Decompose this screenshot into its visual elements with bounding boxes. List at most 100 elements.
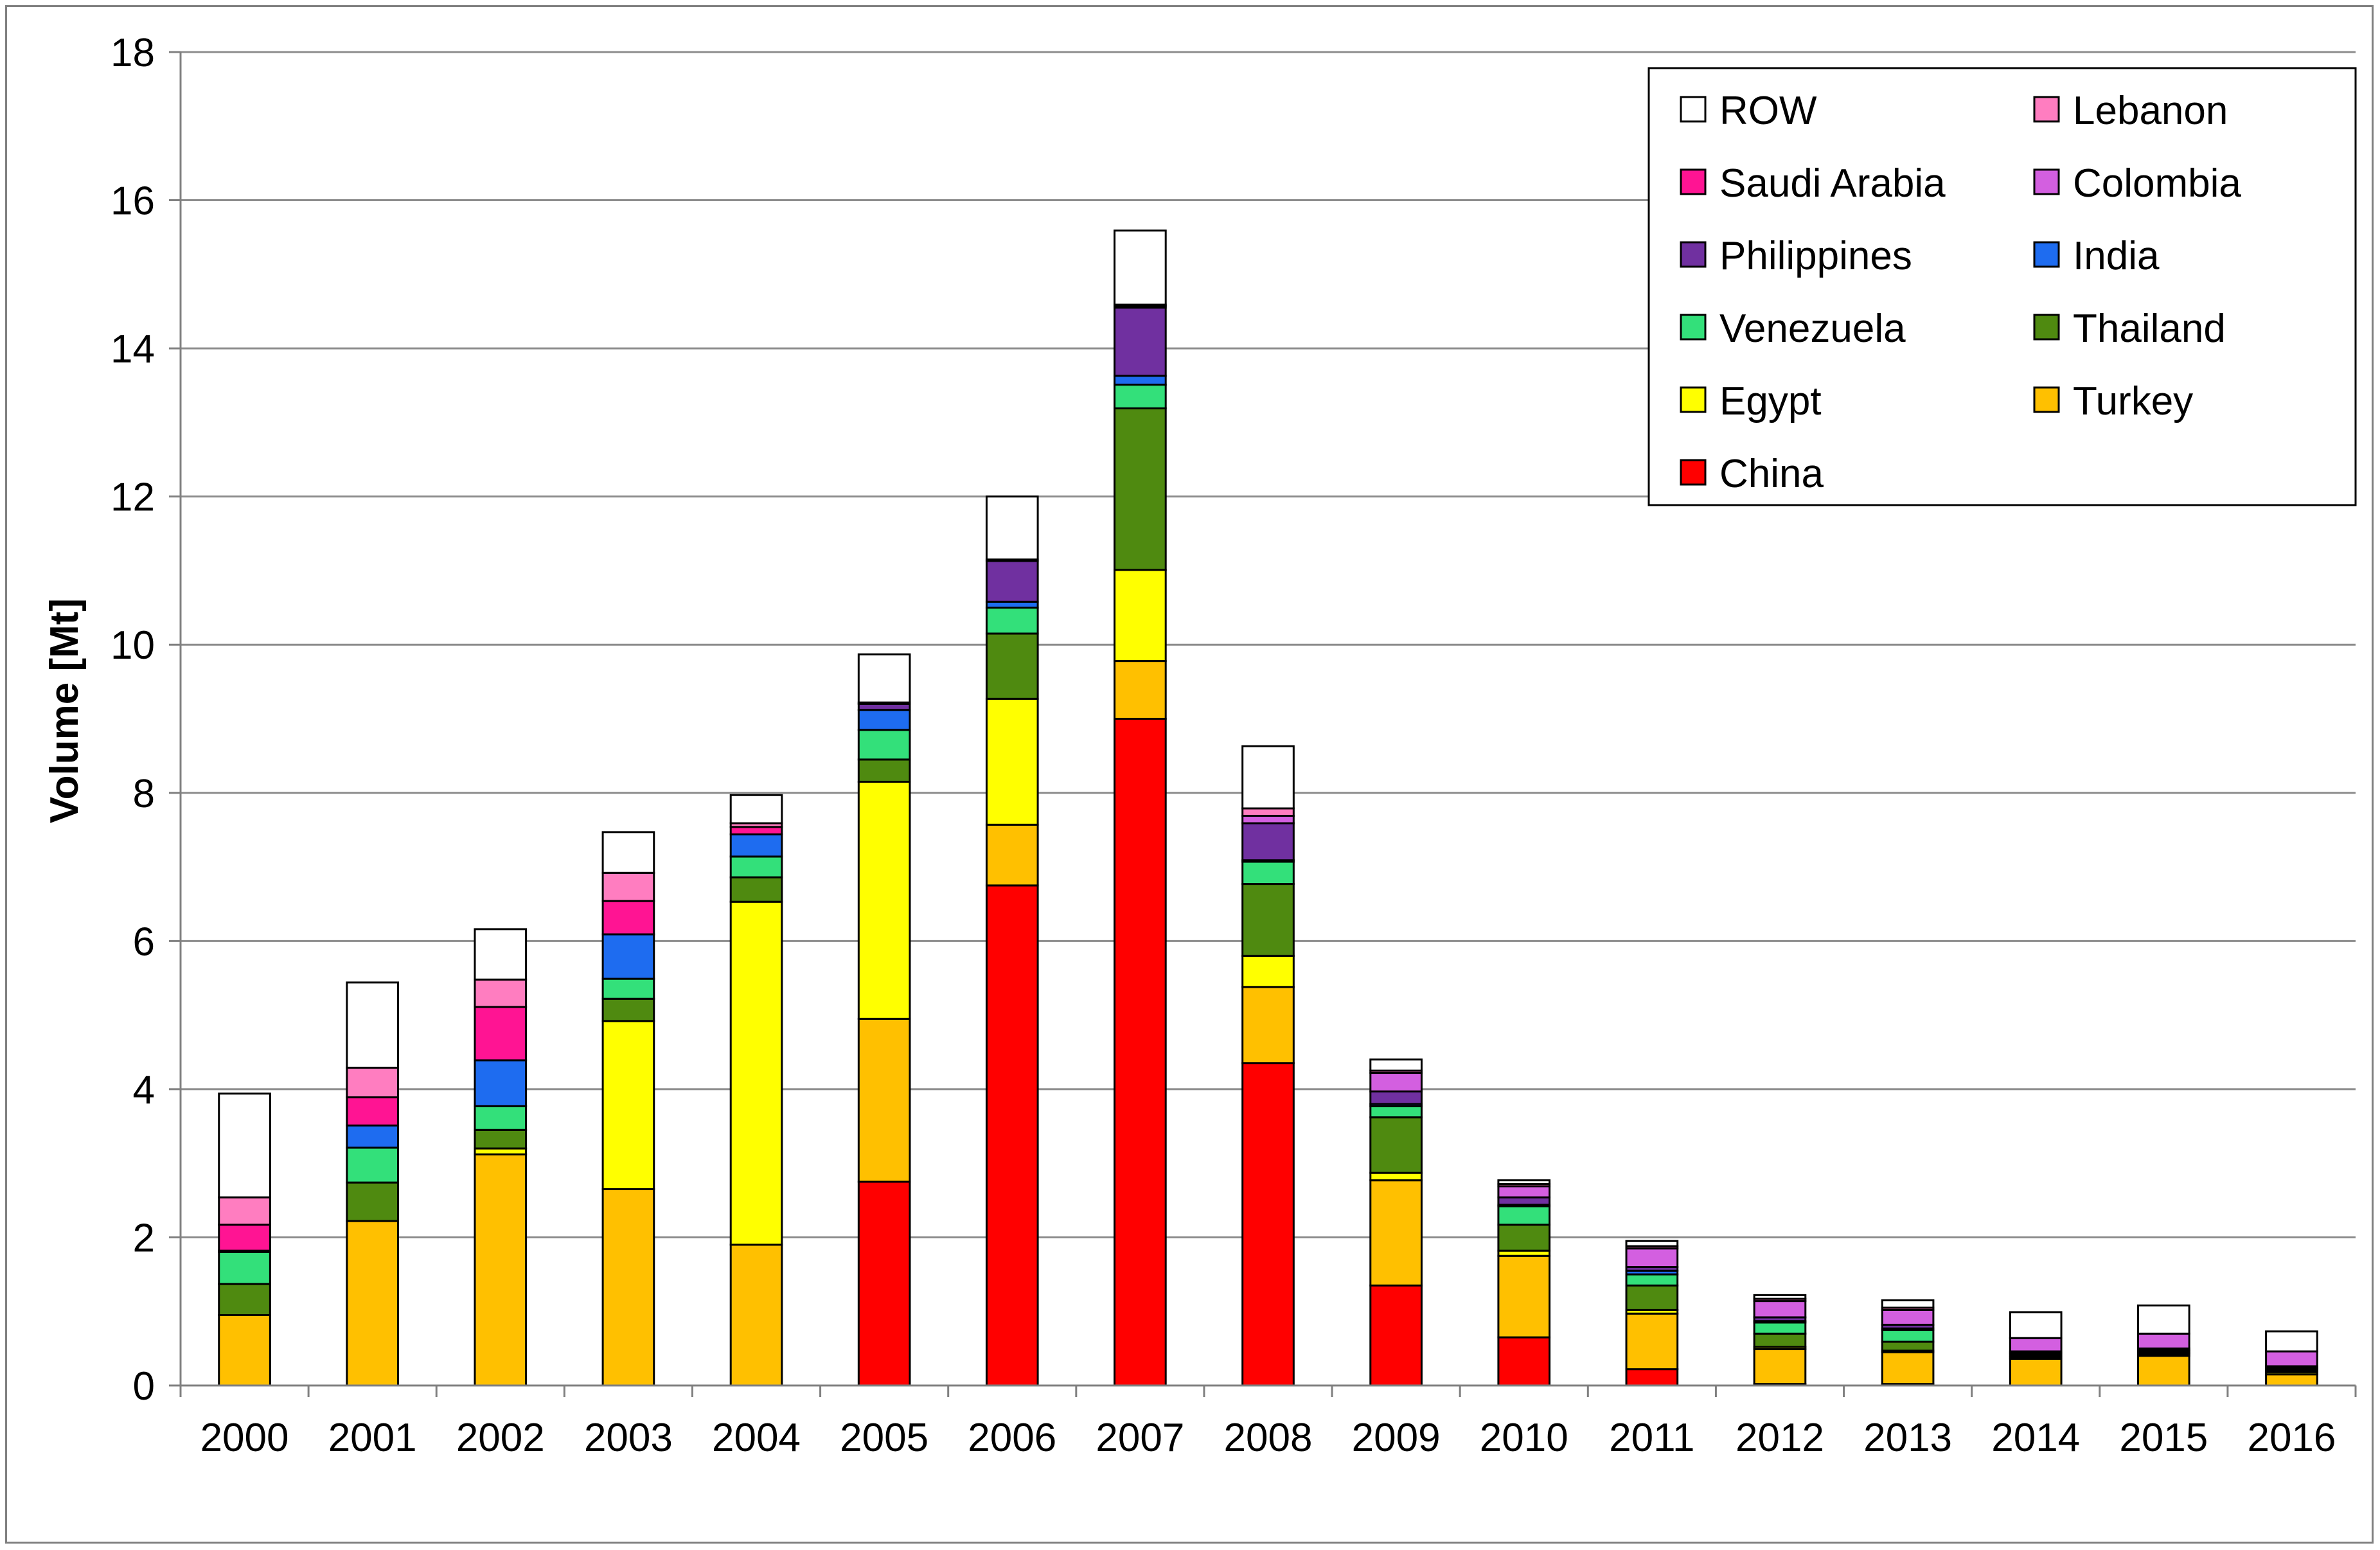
x-tick-label: 2014 [1991,1416,2080,1460]
legend-item-turkey: Turkey [2033,379,2193,423]
bar-segment-venezuela-2003 [601,977,655,1000]
x-tick-label: 2007 [1096,1416,1184,1460]
bar-segment-venezuela-2012 [1753,1321,1807,1335]
bar-segment-venezuela-2006 [985,607,1039,635]
bar-segment-venezuela-2010 [1497,1205,1551,1226]
bar-segment-philippines-2009 [1369,1090,1423,1105]
bar-segment-egypt-2007 [1114,569,1167,663]
bar-segment-china-2006 [985,884,1039,1387]
bar-segment-row-2005 [857,653,911,704]
bar-segment-row-2002 [474,928,528,981]
bar-segment-turkey-2009 [1369,1179,1423,1287]
bar-segment-colombia-2013 [1881,1308,1935,1326]
bar-segment-row-2012 [1753,1294,1807,1300]
bar-segment-india-2005 [857,709,911,731]
bar-segment-row-2015 [2137,1305,2190,1335]
bar-segment-china-2011 [1625,1368,1679,1387]
bar-stack-2015 [2137,1305,2190,1387]
legend-swatch [1680,386,1707,413]
bar-segment-china-2009 [1369,1284,1423,1387]
bar-segment-row-2004 [729,794,783,824]
legend-label: Philippines [1719,234,1912,278]
y-tick-label: 10 [111,623,155,668]
legend-label: Thailand [2073,307,2226,351]
y-tick-label: 8 [133,772,155,816]
bar-segment-thailand-2002 [474,1128,528,1150]
x-tick-label: 2006 [968,1416,1056,1460]
bar-segment-turkey-2002 [474,1153,528,1387]
x-tick-label: 2011 [1609,1416,1694,1460]
legend-item-row: ROW [1680,89,1817,133]
bar-segment-colombia-2010 [1497,1185,1551,1198]
bar-segment-thailand-2006 [985,632,1039,700]
legend-swatch [2033,314,2060,341]
bar-segment-thailand-2012 [1753,1332,1807,1348]
bar-segment-turkey-2000 [218,1314,271,1387]
bar-segment-turkey-2003 [601,1188,655,1387]
bar-segment-thailand-2003 [601,997,655,1022]
y-tick-label: 14 [111,327,155,371]
bar-segment-egypt-2009 [1369,1171,1423,1182]
legend-label: Venezuela [1719,307,1906,351]
legend-swatch [1680,96,1707,123]
bar-segment-row-2000 [218,1092,271,1198]
bar-segment-row-2003 [601,831,655,874]
bar-stack-2001 [346,981,400,1387]
bar-segment-thailand-2008 [1241,883,1295,957]
x-tick-label: 2005 [840,1416,928,1460]
bar-segment-turkey-2007 [1114,660,1167,720]
x-tick-label: 2003 [584,1416,673,1460]
legend-item-saudi-arabia: Saudi Arabia [1680,161,1946,206]
bar-segment-lebanon-2003 [601,871,655,902]
bar-stack-2012 [1753,1294,1807,1387]
legend-item-lebanon: Lebanon [2033,89,2228,133]
legend-swatch [2033,241,2060,268]
x-tick-label: 2009 [1352,1416,1441,1460]
legend-swatch [1680,314,1707,341]
legend-label: China [1719,452,1824,496]
bar-segment-lebanon-2000 [218,1196,271,1226]
legend-item-thailand: Thailand [2033,307,2226,351]
bar-segment-row-2013 [1881,1299,1935,1309]
bar-stack-2008 [1241,745,1295,1387]
chart-frame: 0 2 4 6 8 10 12 14 16 18 2000 2001 2002 2003 2004 2005… [5,5,2374,1544]
legend-label: Saudi Arabia [1719,161,1946,206]
bar-stack-2011 [1625,1240,1679,1387]
y-tick-label: 2 [133,1216,155,1260]
bar-segment-turkey-2015 [2137,1355,2190,1387]
bar-stack-2002 [474,928,528,1387]
x-tick-label: 2016 [2247,1416,2336,1460]
bar-segment-row-2008 [1241,745,1295,810]
legend-item-colombia: Colombia [2033,161,2241,206]
bar-stack-2005 [857,653,911,1387]
legend-label: Egypt [1719,379,1822,423]
bar-segment-turkey-2008 [1241,986,1295,1065]
bar-segment-turkey-2012 [1753,1348,1807,1385]
bar-segment-row-2011 [1625,1240,1679,1247]
x-tick-label: 2004 [712,1416,801,1460]
bar-segment-row-2001 [346,981,400,1069]
bar-stack-2013 [1881,1299,1935,1387]
bar-segment-row-2009 [1369,1058,1423,1072]
bar-segment-row-2007 [1114,229,1167,306]
bar-segment-turkey-2006 [985,823,1039,887]
bar-segment-china-2007 [1114,718,1167,1387]
bar-segment-colombia-2012 [1753,1300,1807,1319]
legend-label: Lebanon [2073,89,2228,133]
bar-segment-venezuela-2007 [1114,384,1167,409]
bar-segment-philippines-2007 [1114,307,1167,377]
bar-segment-egypt-2008 [1241,954,1295,988]
y-axis-title: Volume [Mt] [42,598,87,823]
bar-segment-saudi-arabia-2001 [346,1096,400,1127]
y-tick-labels: 0 2 4 6 8 10 12 14 16 18 [111,31,155,1409]
bar-segment-row-2016 [2265,1330,2318,1353]
bar-segment-turkey-2013 [1881,1351,1935,1385]
bar-segment-india-2007 [1114,375,1167,386]
bar-segment-egypt-2005 [857,780,911,1020]
bar-segment-philippines-2010 [1497,1196,1551,1206]
bar-segment-thailand-2010 [1497,1224,1551,1252]
y-tick-label: 6 [133,920,155,964]
bar-segment-row-2006 [985,495,1039,561]
legend-swatch [2033,96,2060,123]
bar-segment-india-2003 [601,933,655,980]
